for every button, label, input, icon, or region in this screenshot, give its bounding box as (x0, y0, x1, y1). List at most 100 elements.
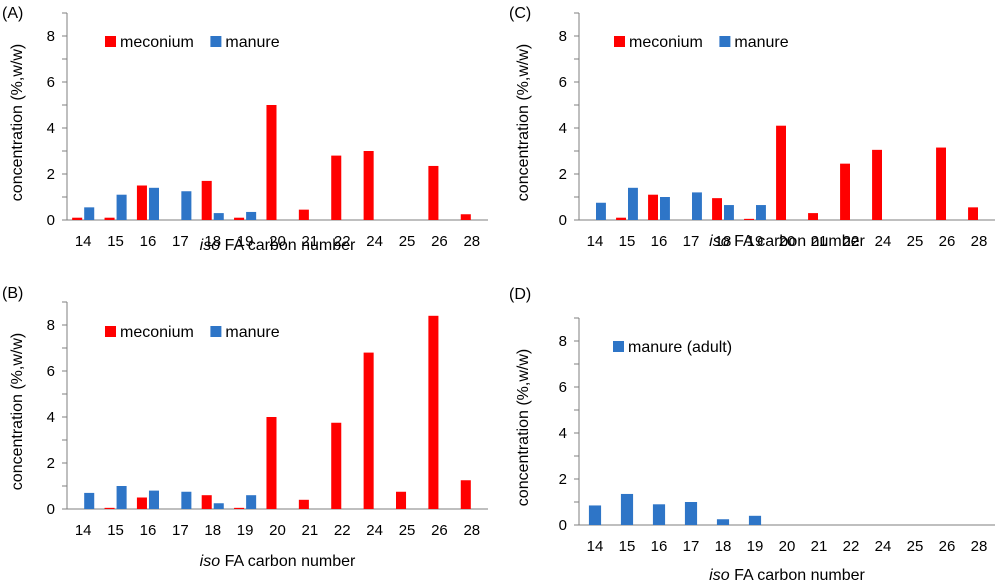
x-tick-label: 26 (939, 538, 956, 555)
panel-label: (D) (509, 286, 531, 303)
x-tick-label: 14 (587, 233, 604, 250)
x-tick-label: 28 (463, 233, 480, 250)
x-tick-label: 18 (204, 233, 221, 250)
y-tick-label: 4 (559, 425, 567, 442)
bar (213, 213, 224, 220)
bar (181, 491, 192, 509)
bar (104, 217, 115, 220)
y-tick-label: 8 (47, 28, 55, 45)
bar (460, 480, 471, 509)
legend: meconium manure (105, 324, 280, 341)
y-tick-label: 0 (47, 212, 55, 229)
bar (234, 217, 245, 220)
x-tick-label: 17 (172, 522, 189, 539)
bar (201, 180, 212, 220)
bar (648, 194, 658, 220)
x-tick-label: 25 (907, 538, 924, 555)
x-tick-label: 25 (399, 522, 416, 539)
x-tick-label: 21 (811, 538, 828, 555)
bar (840, 163, 850, 220)
y-tick-label: 8 (559, 333, 567, 350)
x-tick-label: 24 (875, 233, 892, 250)
bar (298, 499, 309, 509)
bar (748, 515, 762, 525)
x-axis-title-italic: iso (200, 237, 221, 254)
x-tick-label: 18 (715, 538, 732, 555)
x-tick-label: 26 (431, 233, 448, 250)
x-axis-title-italic: iso (200, 553, 221, 570)
legend-label: meconium (120, 324, 194, 341)
bar (246, 495, 257, 509)
bar (684, 502, 698, 525)
legend: manure (adult) (613, 339, 732, 356)
x-tick-label: 16 (651, 233, 668, 250)
legend-label: manure (adult) (628, 339, 732, 356)
bar (84, 207, 95, 220)
bar (652, 504, 666, 525)
x-axis-title-rest: FA carbon number (730, 233, 866, 250)
x-tick-label: 19 (747, 233, 764, 250)
legend-label: meconium (629, 34, 703, 51)
y-tick-label: 0 (559, 212, 567, 229)
y-tick-label: 6 (559, 379, 567, 396)
bar (266, 417, 277, 509)
x-tick-label: 25 (907, 233, 924, 250)
bar (234, 507, 245, 509)
bar (395, 491, 407, 509)
bar (692, 192, 702, 220)
bar (428, 165, 439, 220)
y-tick-label: 2 (559, 471, 567, 488)
x-axis-title-rest: FA carbon number (220, 553, 356, 570)
bar (872, 149, 882, 220)
legend-label: manure (734, 34, 788, 51)
y-tick-label: 4 (559, 120, 567, 137)
y-axis-title: concentration (%,w/w) (515, 349, 532, 506)
legend-swatch (613, 341, 624, 352)
x-tick-label: 18 (204, 522, 221, 539)
x-axis-title: iso FA carbon number (709, 233, 865, 250)
panel-label: (C) (509, 5, 531, 22)
bar (936, 147, 946, 220)
bar (744, 218, 754, 220)
legend-label: manure (225, 324, 279, 341)
x-tick-label: 20 (779, 538, 796, 555)
x-tick-label: 20 (269, 522, 286, 539)
bar (808, 213, 818, 220)
x-axis-title: iso FA carbon number (200, 553, 356, 570)
x-tick-label: 14 (75, 522, 92, 539)
y-tick-label: 6 (559, 74, 567, 91)
bar (620, 493, 634, 525)
bar (588, 505, 602, 525)
bar (213, 503, 224, 509)
x-axis-title-italic: iso (709, 567, 730, 584)
bar (776, 125, 786, 220)
x-tick-label: 18 (715, 233, 732, 250)
y-axis-title: concentration (%,w/w) (515, 44, 532, 201)
y-axis-title: concentration (%,w/w) (9, 44, 26, 201)
y-tick-label: 2 (47, 166, 55, 183)
bar (428, 315, 439, 509)
y-tick-label: 4 (47, 120, 55, 137)
bar (246, 211, 257, 220)
legend-label: meconium (120, 34, 194, 51)
bar (331, 155, 342, 220)
legend-label: manure (225, 34, 279, 51)
x-tick-label: 22 (843, 538, 860, 555)
y-tick-label: 0 (47, 501, 55, 518)
x-tick-label: 16 (651, 538, 668, 555)
legend-swatch (105, 36, 116, 47)
bar (460, 214, 471, 220)
bar (298, 209, 309, 220)
x-tick-label: 22 (334, 522, 351, 539)
bar (116, 486, 127, 509)
legend: meconium manure (105, 34, 280, 51)
legend-swatch (614, 36, 625, 47)
bar (181, 191, 192, 220)
x-axis-title: iso FA carbon number (200, 237, 356, 254)
y-tick-label: 6 (47, 74, 55, 91)
legend-swatch (210, 326, 222, 337)
x-tick-label: 15 (107, 522, 124, 539)
x-tick-label: 21 (302, 233, 319, 250)
